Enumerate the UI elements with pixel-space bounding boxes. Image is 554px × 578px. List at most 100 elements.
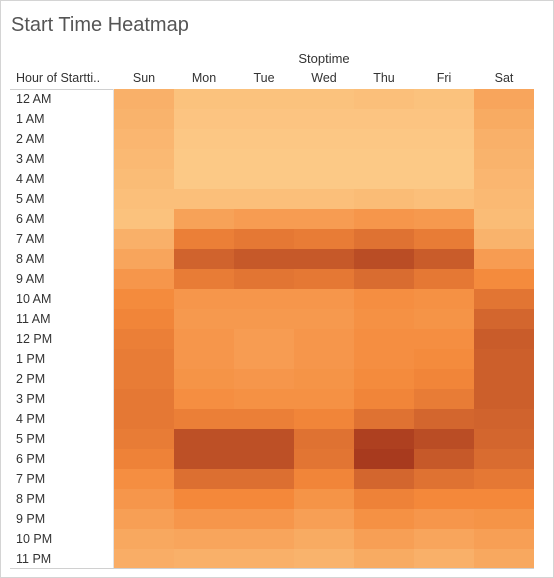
heatmap-cell[interactable] (234, 309, 294, 329)
heatmap-cell[interactable] (354, 229, 414, 249)
heatmap-cell[interactable] (114, 229, 174, 249)
heatmap-cell[interactable] (114, 369, 174, 389)
heatmap-cell[interactable] (294, 89, 354, 109)
heatmap-cell[interactable] (474, 449, 534, 469)
heatmap-cell[interactable] (114, 149, 174, 169)
heatmap-cell[interactable] (294, 129, 354, 149)
heatmap-cell[interactable] (114, 329, 174, 349)
heatmap-cell[interactable] (114, 489, 174, 509)
heatmap-cell[interactable] (354, 169, 414, 189)
heatmap-cell[interactable] (474, 169, 534, 189)
heatmap-cell[interactable] (234, 529, 294, 549)
heatmap-cell[interactable] (174, 489, 234, 509)
heatmap-cell[interactable] (354, 429, 414, 449)
heatmap-cell[interactable] (354, 249, 414, 269)
heatmap-cell[interactable] (294, 269, 354, 289)
heatmap-cell[interactable] (114, 449, 174, 469)
heatmap-cell[interactable] (174, 329, 234, 349)
heatmap-cell[interactable] (174, 469, 234, 489)
row-header-label[interactable]: Hour of Startti.. (16, 71, 101, 85)
heatmap-cell[interactable] (114, 209, 174, 229)
heatmap-cell[interactable] (174, 309, 234, 329)
heatmap-cell[interactable] (294, 149, 354, 169)
heatmap-cell[interactable] (414, 269, 474, 289)
heatmap-cell[interactable] (294, 369, 354, 389)
heatmap-cell[interactable] (414, 509, 474, 529)
heatmap-cell[interactable] (474, 109, 534, 129)
heatmap-cell[interactable] (294, 249, 354, 269)
heatmap-cell[interactable] (414, 369, 474, 389)
heatmap-cell[interactable] (174, 549, 234, 568)
heatmap-cell[interactable] (474, 249, 534, 269)
heatmap-cell[interactable] (354, 209, 414, 229)
heatmap-cell[interactable] (114, 409, 174, 429)
heatmap-cell[interactable] (414, 489, 474, 509)
heatmap-cell[interactable] (174, 189, 234, 209)
heatmap-cell[interactable] (414, 189, 474, 209)
heatmap-cell[interactable] (294, 289, 354, 309)
heatmap-cell[interactable] (174, 129, 234, 149)
heatmap-cell[interactable] (234, 189, 294, 209)
heatmap-cell[interactable] (414, 329, 474, 349)
heatmap-cell[interactable] (474, 349, 534, 369)
heatmap-cell[interactable] (294, 409, 354, 429)
heatmap-cell[interactable] (234, 349, 294, 369)
heatmap-cell[interactable] (174, 249, 234, 269)
heatmap-cell[interactable] (174, 529, 234, 549)
heatmap-cell[interactable] (234, 249, 294, 269)
heatmap-cell[interactable] (294, 509, 354, 529)
heatmap-cell[interactable] (174, 229, 234, 249)
heatmap-cell[interactable] (474, 189, 534, 209)
heatmap-cell[interactable] (114, 309, 174, 329)
heatmap-cell[interactable] (354, 409, 414, 429)
heatmap-cell[interactable] (234, 109, 294, 129)
heatmap-cell[interactable] (174, 109, 234, 129)
heatmap-cell[interactable] (354, 309, 414, 329)
heatmap-cell[interactable] (294, 549, 354, 568)
heatmap-cell[interactable] (354, 129, 414, 149)
heatmap-cell[interactable] (174, 369, 234, 389)
heatmap-cell[interactable] (474, 309, 534, 329)
heatmap-cell[interactable] (474, 209, 534, 229)
heatmap-cell[interactable] (294, 529, 354, 549)
heatmap-cell[interactable] (174, 509, 234, 529)
heatmap-cell[interactable] (414, 209, 474, 229)
heatmap-cell[interactable] (234, 369, 294, 389)
heatmap-cell[interactable] (474, 229, 534, 249)
heatmap-cell[interactable] (414, 389, 474, 409)
heatmap-cell[interactable] (234, 149, 294, 169)
heatmap-cell[interactable] (414, 469, 474, 489)
heatmap-cell[interactable] (414, 149, 474, 169)
heatmap-cell[interactable] (234, 129, 294, 149)
heatmap-cell[interactable] (234, 429, 294, 449)
heatmap-cell[interactable] (414, 409, 474, 429)
heatmap-cell[interactable] (294, 449, 354, 469)
heatmap-cell[interactable] (474, 469, 534, 489)
heatmap-cell[interactable] (474, 369, 534, 389)
heatmap-cell[interactable] (294, 309, 354, 329)
heatmap-cell[interactable] (474, 549, 534, 568)
heatmap-cell[interactable] (174, 389, 234, 409)
heatmap-cell[interactable] (114, 469, 174, 489)
heatmap-cell[interactable] (234, 449, 294, 469)
heatmap-cell[interactable] (114, 349, 174, 369)
heatmap-cell[interactable] (114, 129, 174, 149)
heatmap-cell[interactable] (234, 469, 294, 489)
heatmap-cell[interactable] (354, 529, 414, 549)
heatmap-cell[interactable] (294, 349, 354, 369)
heatmap-cell[interactable] (294, 489, 354, 509)
heatmap-cell[interactable] (474, 529, 534, 549)
heatmap-cell[interactable] (354, 369, 414, 389)
heatmap-cell[interactable] (114, 289, 174, 309)
heatmap-cell[interactable] (234, 409, 294, 429)
heatmap-cell[interactable] (234, 289, 294, 309)
heatmap-cell[interactable] (354, 389, 414, 409)
heatmap-cell[interactable] (474, 389, 534, 409)
heatmap-cell[interactable] (174, 269, 234, 289)
heatmap-cell[interactable] (174, 89, 234, 109)
heatmap-cell[interactable] (474, 409, 534, 429)
heatmap-cell[interactable] (114, 269, 174, 289)
heatmap-cell[interactable] (174, 429, 234, 449)
heatmap-cell[interactable] (354, 469, 414, 489)
heatmap-cell[interactable] (234, 509, 294, 529)
